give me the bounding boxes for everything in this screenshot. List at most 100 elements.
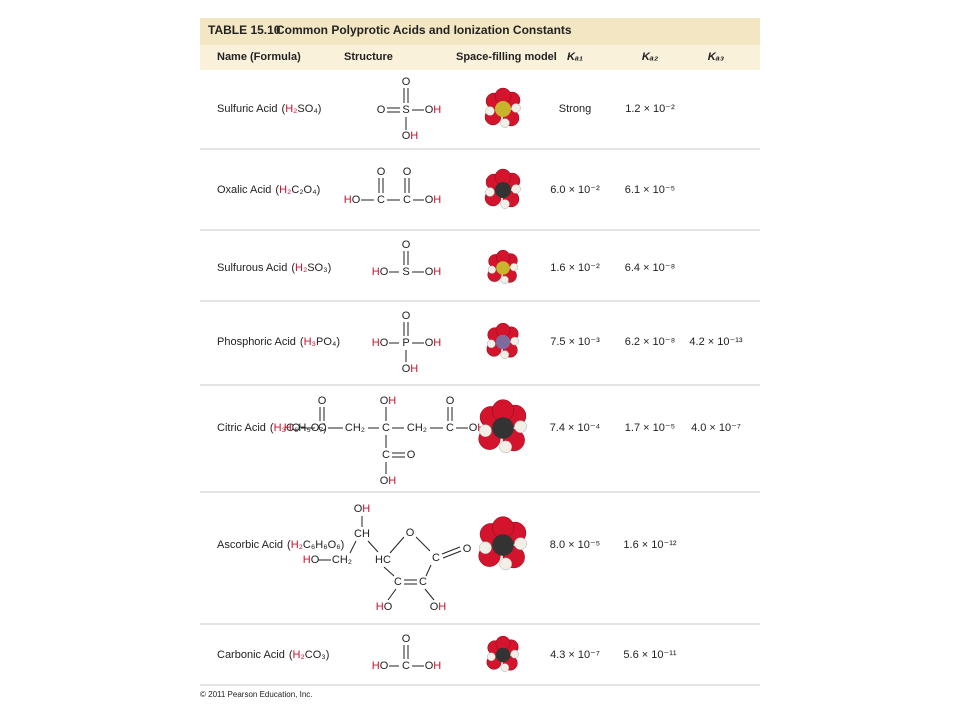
hydrogen-atom [500, 118, 510, 128]
atom-label: HC [375, 554, 391, 566]
bond [442, 550, 462, 559]
ka-value: 1.6 × 10⁻² [550, 262, 600, 274]
atom-label: OH [425, 104, 442, 116]
acid-name: Carbonic Acid [217, 649, 285, 661]
table-label: TABLE 15.10 [208, 23, 281, 37]
ka-value: 7.4 × 10⁻⁴ [550, 422, 601, 434]
atom-label: CH [354, 528, 370, 540]
atom-label: OH [354, 503, 371, 515]
hydrogen-atom [487, 339, 496, 349]
acid-formula: (H₂SO₃) [291, 262, 331, 274]
atom-label: OH [430, 601, 447, 613]
space-filling-model [484, 168, 521, 209]
atom-label: O [402, 239, 411, 251]
hydrogen-atom [510, 336, 520, 346]
atom-label: S [402, 266, 409, 278]
acid-name: Sulfurous Acid [217, 262, 287, 274]
header: Name (Formula) [217, 51, 301, 63]
atom-label: C [382, 449, 390, 461]
atom-label: OH [425, 266, 442, 278]
space-filling-model [486, 322, 520, 359]
center-atom [496, 261, 510, 275]
acid-name: Phosphoric Acid [217, 336, 296, 348]
atom-label: O [377, 166, 386, 178]
title-bar [200, 18, 760, 45]
center-atom [492, 417, 514, 439]
acid-formula: (H₂C₂O₄) [275, 184, 320, 196]
hydrogen-atom [499, 440, 513, 454]
atom-label: OH [402, 363, 419, 375]
hydrogen-atom [487, 652, 496, 662]
ka-value: 5.6 × 10⁻¹¹ [623, 649, 677, 661]
atom-label: OH [402, 130, 419, 142]
space-filling-model [486, 635, 520, 672]
ka-value: 7.5 × 10⁻³ [550, 336, 600, 348]
atom-label: O [402, 76, 411, 88]
atom-label: OH [425, 337, 442, 349]
bond [415, 536, 431, 552]
atom-label: OH [425, 660, 442, 672]
table-title: Common Polyprotic Acids and Ionization C… [276, 23, 572, 37]
atom-label: C [432, 552, 440, 564]
bond [349, 540, 357, 554]
hydrogen-atom [487, 265, 497, 274]
bond [425, 564, 432, 577]
ka-value: 4.2 × 10⁻¹³ [689, 336, 743, 348]
atom-label: C [377, 194, 385, 206]
atom-label: O [463, 543, 472, 555]
atom-label: HO [344, 194, 361, 206]
ka-value: 4.3 × 10⁻⁷ [550, 649, 600, 661]
atom-label: C [419, 576, 427, 588]
atom-label: C [402, 660, 410, 672]
atom-label: O [318, 395, 327, 407]
header-bar [200, 45, 760, 70]
ka-value: 1.6 × 10⁻¹² [623, 539, 677, 551]
ka-value: 1.7 × 10⁻⁵ [625, 422, 675, 434]
hydrogen-atom [479, 541, 492, 555]
atom-label: C [318, 422, 326, 434]
atom-label: OH [380, 475, 397, 487]
header: Kₐ₃ [708, 51, 724, 63]
ka-value: 8.0 × 10⁻⁵ [550, 539, 600, 551]
bond [387, 588, 397, 601]
header: Structure [344, 51, 393, 63]
acid-formula: (H₂C₆H₆O₆) [287, 539, 344, 551]
bond [424, 588, 435, 601]
atom-label: P [402, 337, 409, 349]
center-atom [495, 101, 511, 117]
center-atom [495, 334, 511, 350]
ka-value: 1.2 × 10⁻² [625, 103, 675, 115]
atom-label: OH [425, 194, 442, 206]
hydrogen-atom [510, 649, 520, 659]
hydrogen-atom [514, 420, 527, 433]
header: Space-filling model [456, 51, 557, 63]
ka-value: 6.4 × 10⁻⁸ [625, 262, 676, 274]
hydrogen-atom [511, 103, 521, 113]
hydrogen-atom [500, 275, 509, 284]
hydrogen-atom [511, 184, 521, 194]
ka-value: 6.0 × 10⁻² [550, 184, 600, 196]
header: Kₐ₂ [642, 51, 658, 63]
header: Kₐ₁ [567, 51, 583, 63]
atom-label: C [403, 194, 411, 206]
atom-label: HO [372, 337, 389, 349]
atom-label: C [382, 422, 390, 434]
atom-label: HO [372, 266, 389, 278]
hydrogen-atom [500, 663, 510, 672]
bond [389, 536, 405, 554]
space-filling-model [478, 516, 527, 571]
acid-formula: (H₃PO₄) [300, 336, 340, 348]
acid-name: Citric Acid [217, 422, 266, 434]
space-filling-model [478, 399, 527, 454]
atom-label: C [394, 576, 402, 588]
hydrogen-atom [514, 537, 527, 550]
atom-label: O [403, 166, 412, 178]
center-atom [495, 647, 511, 663]
atom-label: C [446, 422, 454, 434]
atom-label: HO [284, 422, 301, 434]
ka-value: Strong [559, 103, 591, 115]
ka-value: 6.1 × 10⁻⁵ [625, 184, 675, 196]
hydrogen-atom [479, 424, 492, 438]
